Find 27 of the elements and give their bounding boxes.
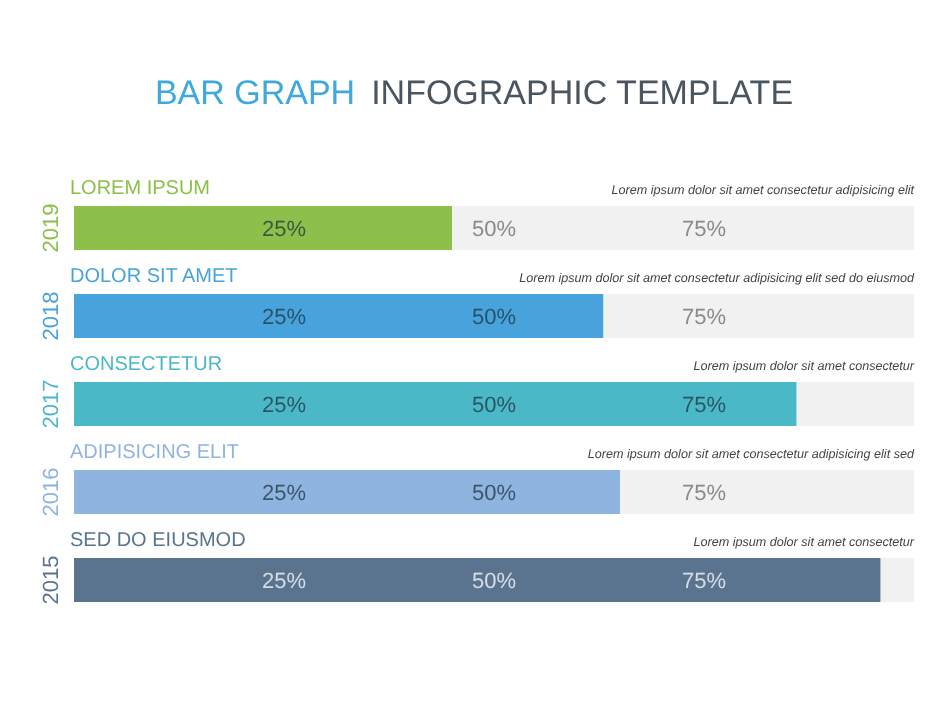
annotation: SED DO EIUSMOD [70, 530, 246, 552]
text: 25% [261, 306, 307, 330]
text: 75% [681, 570, 727, 594]
text: 50% [471, 394, 517, 418]
text: 50% [471, 570, 517, 594]
annotation: LOREM IPSUM [70, 178, 211, 200]
x-tick-label: 50% [471, 218, 517, 242]
chart-title: BAR GRAPH [154, 74, 356, 112]
x-tick-label: 75% [681, 218, 727, 242]
y-tick-label: 2019 [40, 203, 64, 253]
y-tick-label: 2018 [40, 291, 64, 341]
annotation: CONSECTETUR [70, 354, 223, 376]
text: 25% [261, 570, 307, 594]
annotation: ADIPISICING ELIT [70, 442, 239, 464]
text: 75% [681, 482, 727, 506]
text: 25% [261, 394, 307, 418]
text: 25% [261, 482, 307, 506]
text: 50% [471, 306, 517, 330]
x-tick-label: 25% [261, 218, 307, 242]
text: 75% [681, 306, 727, 330]
y-tick-label: 2017 [40, 379, 64, 429]
y-tick-label: 2016 [40, 467, 64, 517]
chart-subtitle: INFOGRAPHIC TEMPLATE [371, 74, 794, 112]
text: 50% [471, 482, 517, 506]
y-tick-label: 2015 [40, 555, 64, 605]
annotation: DOLOR SIT AMET [70, 266, 238, 288]
text: 75% [681, 394, 727, 418]
